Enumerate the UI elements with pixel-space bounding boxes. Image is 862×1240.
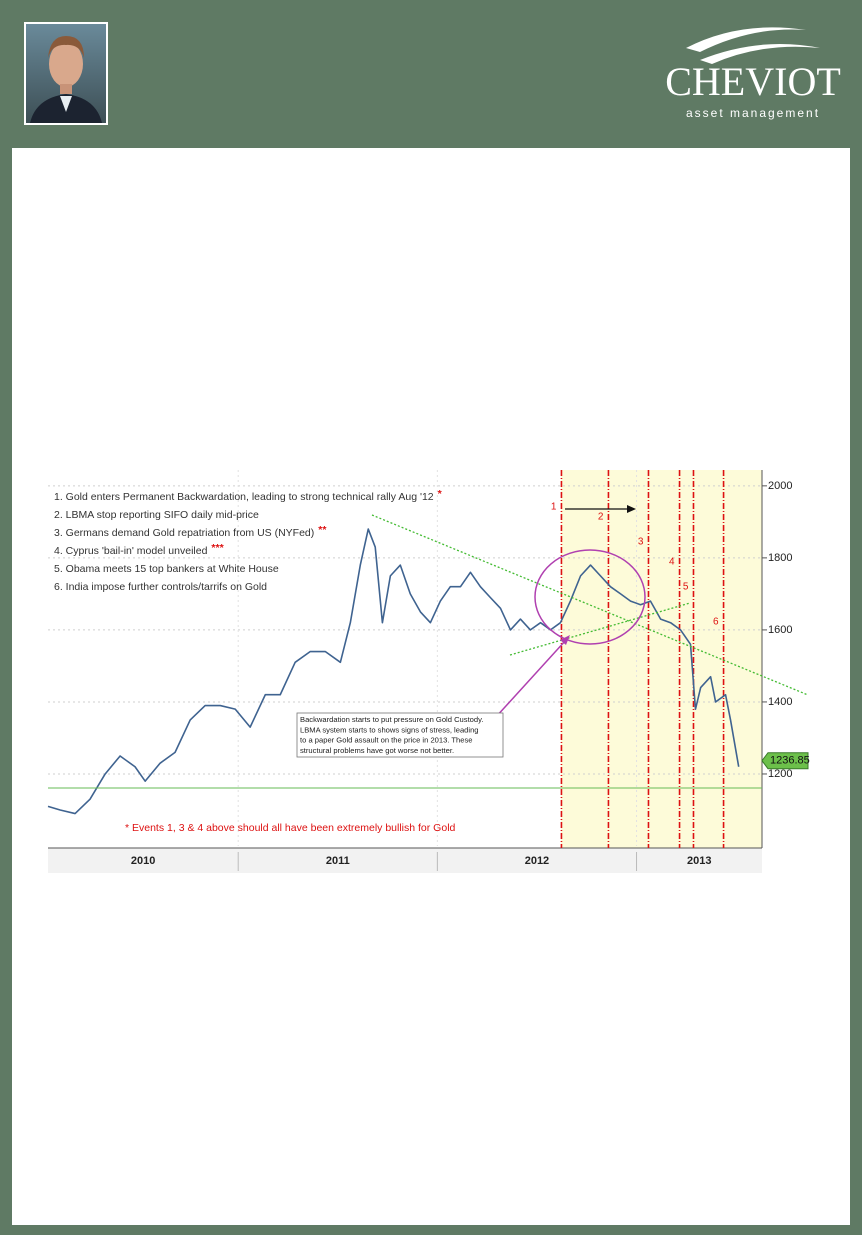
note-mark: ** — [318, 524, 327, 536]
note-mark: * — [438, 488, 443, 500]
note-text: 3. Germans demand Gold repatriation from… — [54, 527, 314, 539]
last-value-label: 1236.85 — [770, 755, 810, 767]
logo-name: CHEVIOT — [665, 59, 841, 104]
note-text: 2. LBMA stop reporting SIFO daily mid-pr… — [54, 509, 259, 521]
price-line — [47, 528, 740, 815]
note: 3. Germans demand Gold repatriation from… — [54, 524, 327, 539]
note: 6. India impose further controls/tarrifs… — [54, 581, 267, 593]
event-arrow — [565, 505, 636, 513]
y-tick-label: 1200 — [768, 768, 792, 780]
y-tick-label: 1400 — [768, 696, 792, 708]
note: 1. Gold enters Permanent Backwardation, … — [54, 488, 443, 503]
y-tick-label: 1600 — [768, 624, 792, 636]
note-text: 4. Cyprus 'bail-in' model unveiled — [54, 545, 208, 557]
note-text: 5. Obama meets 15 top bankers at White H… — [54, 563, 279, 575]
event-label: 1 — [551, 502, 557, 513]
note: 2. LBMA stop reporting SIFO daily mid-pr… — [54, 509, 259, 521]
x-tick-label: 2013 — [687, 855, 711, 867]
callout-text: structural problems have got worse not b… — [300, 746, 454, 755]
x-tick-label: 2011 — [326, 855, 350, 867]
last-value-tag — [761, 752, 809, 770]
callout-arrow — [494, 635, 570, 719]
event-label: 2 — [598, 512, 604, 523]
x-tick-label: 2010 — [131, 855, 155, 867]
note-mark: *** — [211, 542, 224, 554]
logo-tagline: asset management — [686, 106, 820, 120]
chart-frame — [48, 470, 808, 873]
portrait — [24, 22, 108, 125]
note: 5. Obama meets 15 top bankers at White H… — [54, 563, 279, 575]
event-label: 4 — [669, 557, 675, 568]
event-label: 6 — [713, 617, 719, 628]
note: 4. Cyprus 'bail-in' model unveiled *** — [54, 542, 225, 557]
y-tick-label: 2000 — [768, 480, 792, 492]
event-label: 3 — [638, 537, 644, 548]
y-tick-label: 1800 — [768, 552, 792, 564]
callout-text: LBMA system starts to shows signs of str… — [300, 725, 479, 734]
trend-lines — [48, 514, 809, 789]
note-text: 6. India impose further controls/tarrifs… — [54, 581, 267, 593]
footnote: * Events 1, 3 & 4 above should all have … — [125, 822, 456, 834]
callout-text: Backwardation starts to put pressure on … — [300, 715, 483, 724]
callout-box — [296, 712, 504, 758]
note-text: 1. Gold enters Permanent Backwardation, … — [54, 491, 434, 503]
callout-text: to a paper Gold assault on the price in … — [300, 736, 473, 745]
event-label: 5 — [683, 582, 689, 593]
x-tick-label: 2012 — [525, 855, 549, 867]
highlight-circle — [534, 549, 646, 645]
logo: CHEVIOT asset management — [665, 27, 841, 120]
